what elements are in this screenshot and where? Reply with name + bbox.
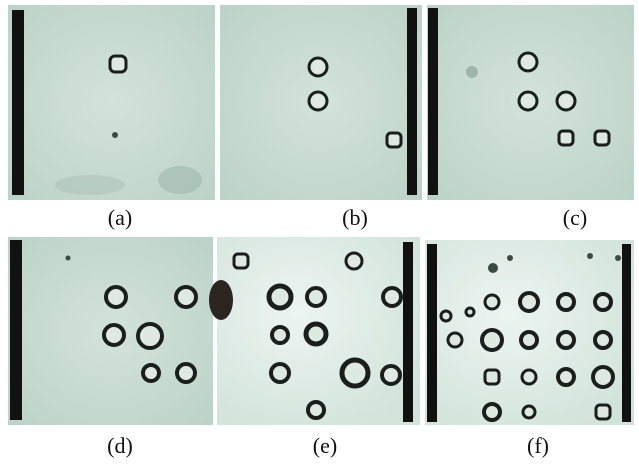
panel-label: (f) [527, 433, 549, 458]
panel-f [425, 240, 634, 425]
panel-label: (a) [108, 205, 132, 230]
page: (a) (b) (c) (d) (e) (f) (() => { const d… [0, 0, 639, 469]
panel-b [220, 5, 422, 200]
panel-c [427, 5, 634, 200]
panel-a [8, 5, 215, 200]
figure: (a) (b) (c) (d) (e) (f) [0, 0, 639, 469]
panel-label: (e) [313, 433, 337, 458]
panel-label: (d) [107, 433, 133, 458]
panel-e [209, 237, 420, 425]
panel-label: (c) [563, 205, 587, 230]
panel-d [8, 237, 213, 425]
panel-label: (b) [342, 205, 368, 230]
